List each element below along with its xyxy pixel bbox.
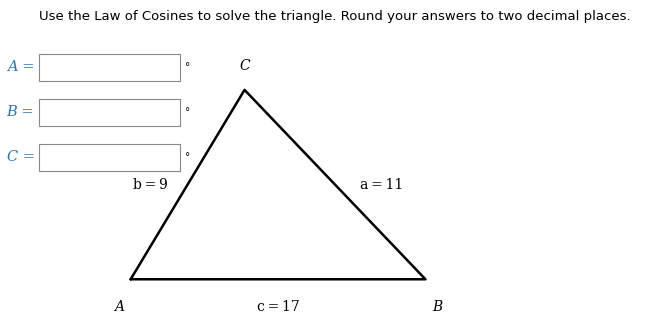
Text: B: B	[432, 299, 443, 314]
Text: B =: B =	[7, 105, 34, 119]
FancyBboxPatch shape	[39, 144, 180, 171]
Text: a = 11: a = 11	[360, 178, 403, 192]
Text: A: A	[114, 299, 123, 314]
Text: C =: C =	[7, 150, 35, 164]
FancyBboxPatch shape	[39, 99, 180, 126]
Text: °: °	[185, 62, 190, 73]
Text: A =: A =	[7, 60, 34, 74]
FancyBboxPatch shape	[39, 54, 180, 81]
Text: b = 9: b = 9	[133, 178, 168, 192]
Text: c = 17: c = 17	[257, 299, 299, 314]
Text: °: °	[185, 152, 190, 162]
Text: C: C	[239, 59, 250, 73]
Text: Use the Law of Cosines to solve the triangle. Round your answers to two decimal : Use the Law of Cosines to solve the tria…	[39, 10, 631, 22]
Text: °: °	[185, 107, 190, 117]
